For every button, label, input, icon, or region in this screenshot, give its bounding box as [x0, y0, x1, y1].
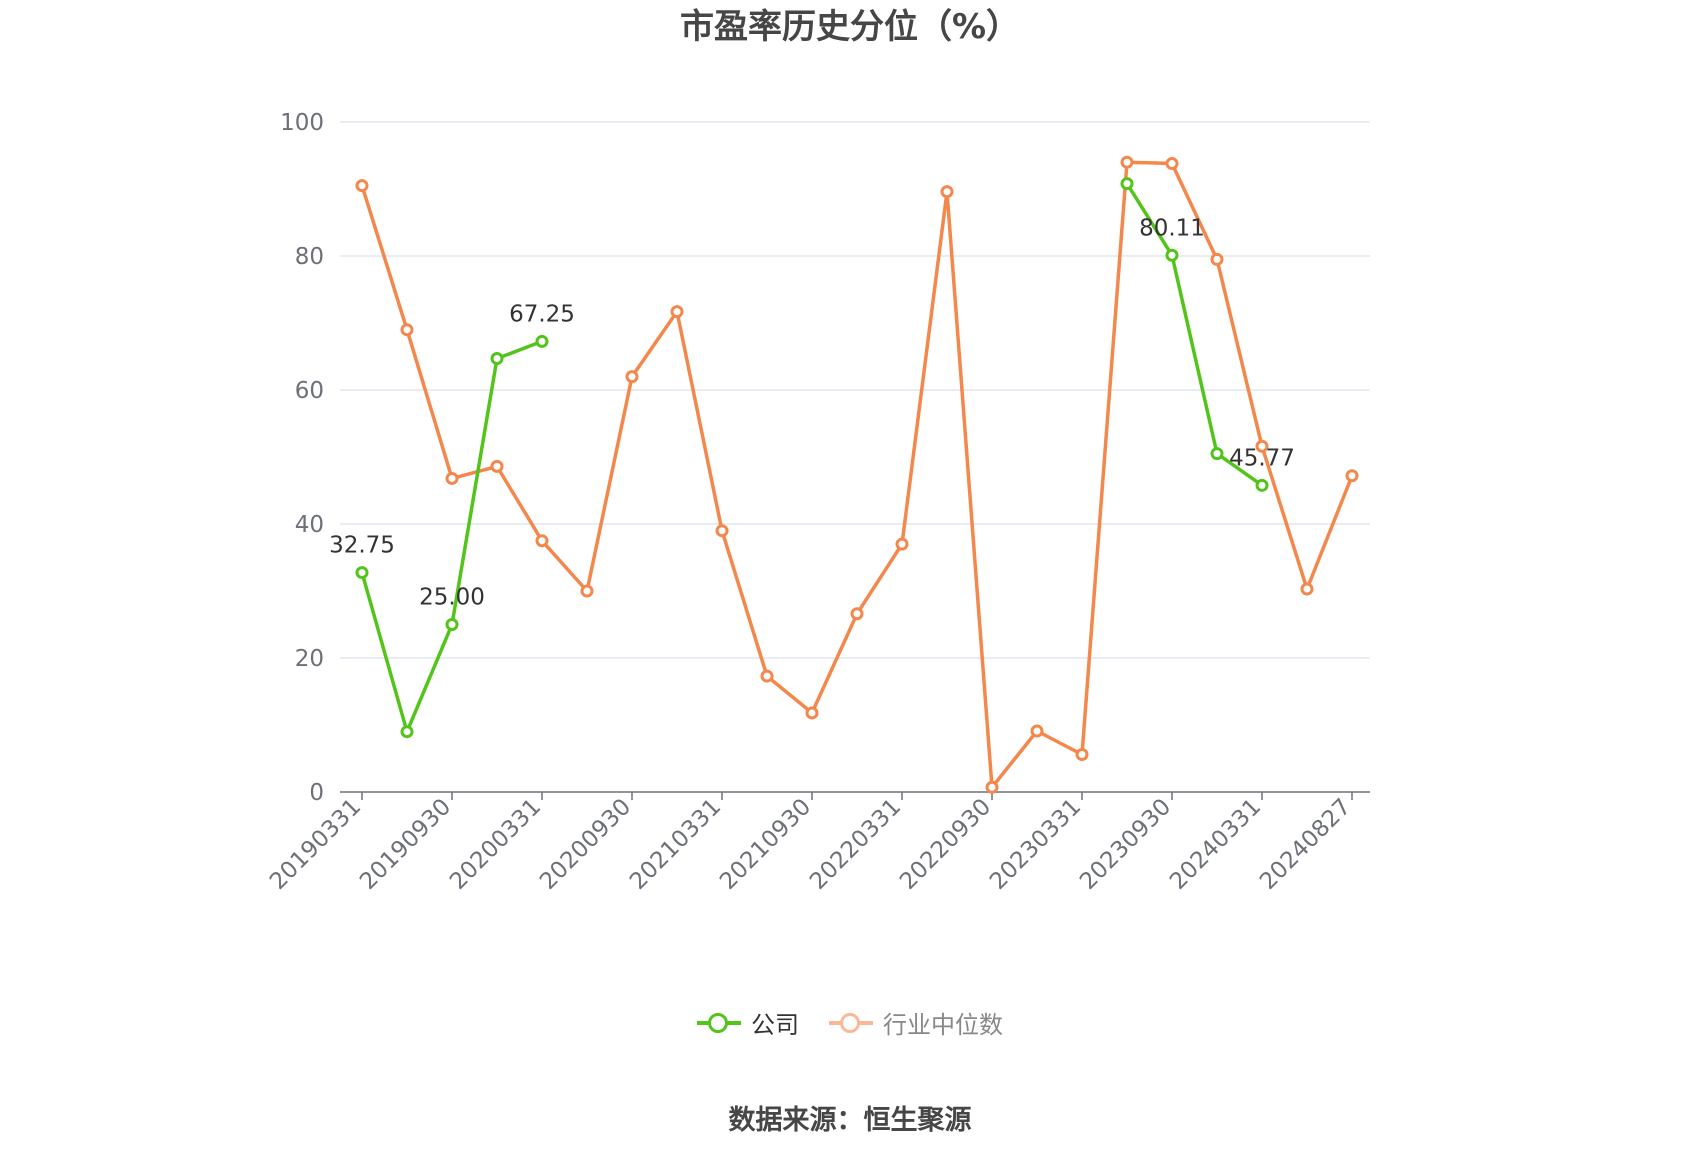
x-tick-label: 20190331: [265, 794, 366, 895]
data-point-industry-median[interactable]: [940, 185, 954, 199]
data-point-company[interactable]: [535, 334, 549, 348]
data-label: 32.75: [329, 533, 395, 559]
y-tick-label: 80: [295, 244, 324, 270]
data-point-company[interactable]: [355, 566, 369, 580]
y-tick-label: 0: [309, 780, 324, 806]
data-point-industry-median[interactable]: [1030, 724, 1044, 738]
data-point-industry-median[interactable]: [1120, 155, 1134, 169]
data-point-industry-median[interactable]: [580, 584, 594, 598]
data-point-industry-median[interactable]: [535, 534, 549, 548]
x-tick-label: 20190930: [355, 794, 456, 895]
data-point-industry-median[interactable]: [895, 537, 909, 551]
data-point-industry-median[interactable]: [1345, 469, 1359, 483]
x-tick-label: 20230331: [985, 794, 1086, 895]
chart-title: 市盈率历史分位（%）: [679, 7, 1021, 47]
data-point-industry-median[interactable]: [850, 607, 864, 621]
data-point-industry-median[interactable]: [805, 706, 819, 720]
legend-company-marker: [697, 1011, 741, 1035]
data-point-company[interactable]: [1210, 447, 1224, 461]
y-axis: 0 20 40 60 80 100: [280, 110, 324, 806]
data-point-industry-median[interactable]: [1165, 157, 1179, 171]
x-tick-label: 20220930: [895, 794, 996, 895]
legend-industry-label: 行业中位数: [883, 1011, 1003, 1039]
data-point-industry-median[interactable]: [625, 370, 639, 384]
grid-lines: [340, 121, 1370, 659]
data-source: 数据来源：恒生聚源: [728, 1105, 972, 1136]
series-line-company: [1125, 182, 1264, 487]
y-tick-label: 20: [295, 646, 324, 672]
legend-company-label: 公司: [751, 1011, 799, 1039]
y-tick-label: 60: [295, 378, 324, 404]
legend-item-industry-median[interactable]: 行业中位数: [829, 1005, 1003, 1040]
data-point-industry-median[interactable]: [985, 780, 999, 794]
data-label: 45.77: [1229, 445, 1295, 471]
legend-industry-marker: [829, 1011, 873, 1035]
data-point-company[interactable]: [490, 352, 504, 366]
data-point-industry-median[interactable]: [670, 305, 684, 319]
x-tick-label: 20240331: [1165, 794, 1266, 895]
x-tick-label: 20230930: [1075, 794, 1176, 895]
data-labels: 32.75 25.00 67.25 80.11 45.77: [329, 215, 1295, 610]
data-point-industry-median[interactable]: [445, 471, 459, 485]
data-point-industry-median[interactable]: [1075, 747, 1089, 761]
x-tick-label: 20220331: [805, 794, 906, 895]
x-tick-label: 20200331: [445, 794, 546, 895]
data-point-industry-median[interactable]: [1210, 252, 1224, 266]
x-tick-label: 20240827: [1255, 794, 1356, 895]
data-point-industry-median[interactable]: [760, 669, 774, 683]
data-label: 67.25: [509, 301, 575, 327]
y-tick-label: 40: [295, 512, 324, 538]
data-point-industry-median[interactable]: [1255, 439, 1269, 453]
data-label: 80.11: [1139, 215, 1205, 241]
y-tick-label: 100: [280, 110, 324, 136]
series-points: [355, 155, 1359, 794]
legend-item-company[interactable]: 公司: [697, 1005, 799, 1040]
data-point-company[interactable]: [1165, 248, 1179, 262]
x-axis: 2019033120190930202003312020093020210331…: [265, 791, 1370, 895]
data-point-company[interactable]: [1255, 478, 1269, 492]
data-point-industry-median[interactable]: [355, 179, 369, 193]
x-tick-label: 20200930: [535, 794, 636, 895]
data-point-company[interactable]: [1120, 177, 1134, 191]
data-point-industry-median[interactable]: [400, 323, 414, 337]
x-tick-label: 20210930: [715, 794, 816, 895]
legend: 公司 行业中位数: [0, 1005, 1700, 1040]
data-point-industry-median[interactable]: [715, 524, 729, 538]
data-label: 25.00: [419, 585, 485, 611]
x-tick-label: 20210331: [625, 794, 726, 895]
data-point-industry-median[interactable]: [490, 459, 504, 473]
data-point-company[interactable]: [400, 725, 414, 739]
data-point-industry-median[interactable]: [1300, 582, 1314, 596]
data-point-company[interactable]: [445, 618, 459, 631]
